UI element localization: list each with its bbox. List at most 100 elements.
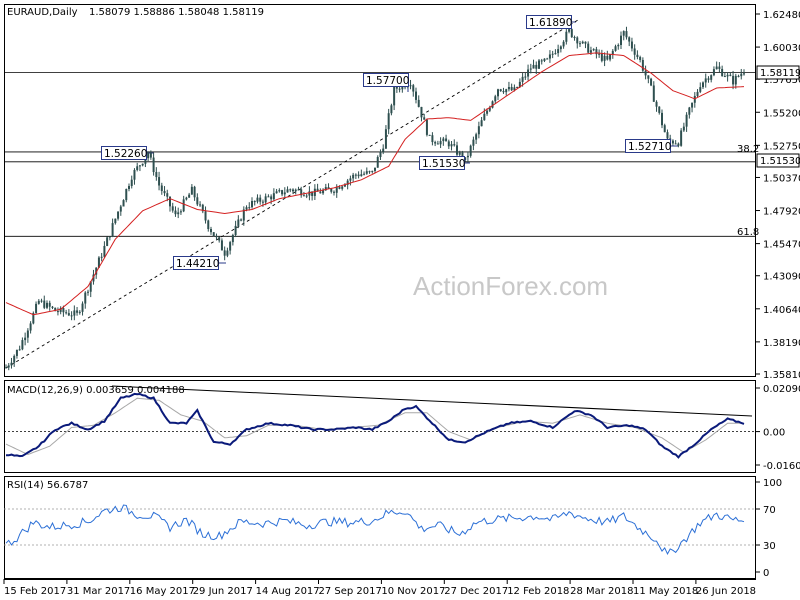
candle-body bbox=[210, 229, 212, 233]
candle-body bbox=[734, 75, 737, 85]
macd-title: MACD(12,26,9) 0.003659 0.004188 bbox=[7, 385, 185, 396]
candle-body bbox=[204, 211, 207, 221]
candle-body bbox=[540, 60, 543, 62]
candle-body bbox=[313, 188, 316, 196]
candle-body bbox=[699, 87, 702, 92]
price-tick-label: 1.47920 bbox=[763, 207, 800, 218]
price-label-nov: 1.57700 bbox=[363, 73, 409, 87]
candle-body bbox=[546, 58, 549, 60]
candle-body bbox=[67, 313, 70, 316]
candle-body bbox=[251, 201, 253, 208]
candle-body bbox=[502, 91, 505, 93]
candle-body bbox=[261, 201, 264, 203]
moving-average bbox=[5, 52, 745, 316]
candle-body bbox=[732, 75, 735, 85]
price-tick-label: 1.52750 bbox=[763, 141, 800, 152]
candles bbox=[5, 26, 745, 371]
candle-body bbox=[688, 107, 691, 115]
candle-body bbox=[56, 311, 59, 313]
candle-body bbox=[125, 189, 128, 201]
candle-body bbox=[220, 240, 223, 251]
candle-body bbox=[674, 143, 677, 145]
rsi-tick-label: 70 bbox=[763, 505, 776, 516]
candle-body bbox=[718, 66, 721, 69]
candle-body bbox=[538, 60, 540, 69]
candle-body bbox=[611, 50, 614, 55]
candle-body bbox=[54, 307, 57, 312]
candle-body bbox=[106, 237, 109, 246]
candle-body bbox=[472, 139, 475, 146]
candle-body bbox=[450, 144, 453, 147]
candle-body bbox=[486, 110, 489, 114]
candle-body bbox=[117, 211, 120, 219]
candle-body bbox=[609, 54, 612, 60]
candle-body bbox=[740, 73, 743, 77]
candle-body bbox=[499, 89, 502, 92]
candle-body bbox=[360, 174, 363, 177]
candle-body bbox=[595, 49, 598, 55]
candle-body bbox=[46, 302, 48, 308]
candle-body bbox=[343, 184, 346, 187]
candle-body bbox=[551, 53, 554, 55]
x-tick-label: 15 Feb 2017 bbox=[4, 586, 66, 597]
candle-body bbox=[292, 189, 294, 192]
candle-body bbox=[70, 315, 73, 317]
candle-body bbox=[644, 70, 647, 76]
candle-body bbox=[729, 74, 732, 76]
candle-body bbox=[704, 78, 707, 83]
candle-body bbox=[469, 145, 472, 156]
candle-body bbox=[81, 303, 84, 312]
candle-body bbox=[445, 138, 448, 142]
candle-body bbox=[5, 367, 7, 369]
candle-body bbox=[606, 55, 609, 60]
macd-tick-label: 0.00 bbox=[763, 428, 785, 439]
candle-body bbox=[548, 54, 551, 59]
candle-body bbox=[171, 206, 174, 211]
candle-body bbox=[682, 126, 685, 131]
price-tick-label: 1.62480 bbox=[763, 10, 800, 21]
candle-body bbox=[737, 75, 740, 77]
candle-body bbox=[415, 91, 417, 100]
candle-body bbox=[464, 157, 467, 160]
candle-body bbox=[477, 126, 480, 135]
candle-body bbox=[78, 311, 81, 313]
candle-body bbox=[483, 113, 486, 121]
candle-body bbox=[568, 29, 571, 32]
rsi-panel-frame bbox=[4, 476, 756, 579]
candle-body bbox=[223, 250, 226, 256]
candle-body bbox=[234, 225, 237, 235]
trendlines bbox=[5, 19, 753, 417]
candle-body bbox=[663, 125, 666, 133]
candle-body bbox=[712, 69, 715, 76]
candle-body bbox=[294, 189, 297, 192]
price-label-may-text: 1.52260 bbox=[104, 148, 147, 160]
candle-body bbox=[507, 87, 510, 90]
candle-body bbox=[297, 189, 300, 191]
candle-body bbox=[439, 141, 442, 145]
candle-body bbox=[576, 37, 579, 44]
price-tick-label: 1.38190 bbox=[763, 338, 800, 349]
price-tick-label: 1.57650 bbox=[763, 75, 800, 86]
candle-body bbox=[272, 193, 275, 200]
candle-body bbox=[617, 44, 620, 47]
price-label-dec: 1.51530 bbox=[419, 156, 465, 170]
price-label-may: 1.52260 bbox=[101, 146, 147, 160]
price-tick-label: 1.60030 bbox=[763, 43, 800, 54]
current-price-text: 1.58119 bbox=[760, 68, 800, 79]
candle-body bbox=[212, 232, 215, 237]
candle-body bbox=[710, 75, 713, 80]
support-price-box: 1.51530 bbox=[756, 153, 800, 168]
candle-body bbox=[330, 188, 333, 192]
candle-body bbox=[587, 43, 590, 53]
candle-body bbox=[557, 49, 560, 54]
candle-body bbox=[141, 163, 144, 166]
candle-body bbox=[207, 220, 210, 230]
price-tick-label: 1.45470 bbox=[763, 240, 800, 251]
candle-body bbox=[95, 267, 98, 275]
candle-body bbox=[625, 31, 628, 38]
candle-body bbox=[65, 312, 68, 314]
candle-body bbox=[182, 199, 185, 212]
candle-body bbox=[630, 41, 633, 49]
